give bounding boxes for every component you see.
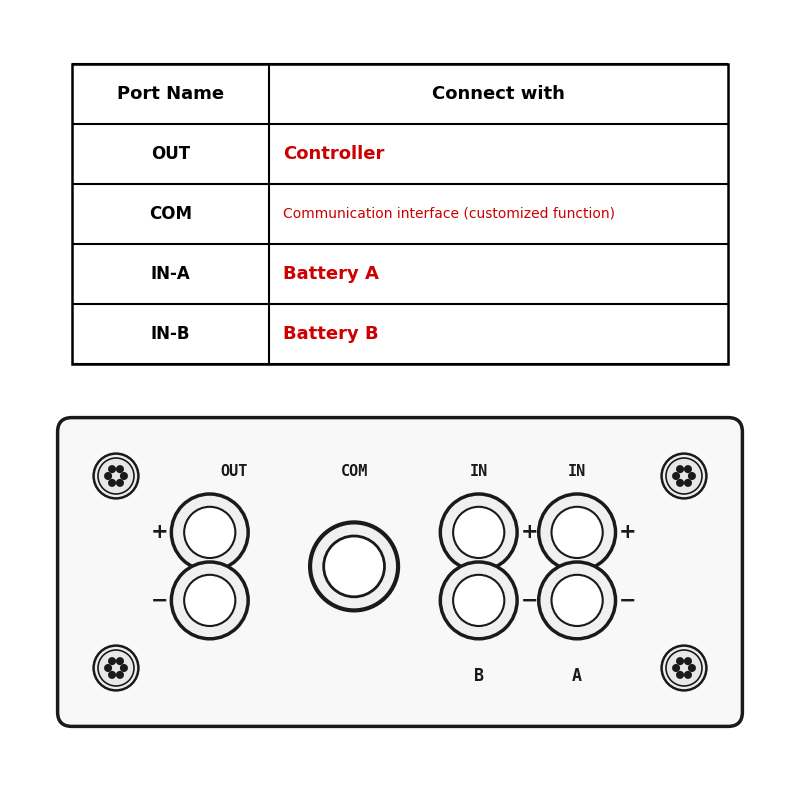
Circle shape — [684, 465, 692, 473]
Text: B: B — [474, 667, 484, 685]
Text: IN: IN — [470, 465, 488, 479]
Circle shape — [440, 562, 517, 639]
Circle shape — [684, 657, 692, 665]
Circle shape — [104, 664, 112, 672]
Text: Battery B: Battery B — [283, 325, 379, 343]
Circle shape — [116, 657, 124, 665]
Circle shape — [98, 650, 134, 686]
Circle shape — [453, 507, 504, 558]
Text: +: + — [618, 522, 636, 542]
Circle shape — [108, 657, 116, 665]
Circle shape — [184, 574, 235, 626]
Text: +: + — [150, 522, 168, 542]
Circle shape — [108, 479, 116, 487]
Text: IN-B: IN-B — [150, 325, 190, 343]
Circle shape — [98, 458, 134, 494]
Text: −: − — [150, 590, 168, 610]
Circle shape — [551, 574, 602, 626]
Circle shape — [662, 646, 706, 690]
Circle shape — [116, 465, 124, 473]
Circle shape — [676, 657, 684, 665]
Text: A: A — [572, 667, 582, 685]
Circle shape — [666, 458, 702, 494]
Circle shape — [672, 664, 680, 672]
Circle shape — [116, 479, 124, 487]
Circle shape — [666, 650, 702, 686]
Circle shape — [676, 671, 684, 679]
Circle shape — [440, 494, 517, 571]
Text: IN: IN — [568, 465, 586, 479]
Circle shape — [120, 472, 128, 480]
Circle shape — [116, 671, 124, 679]
Circle shape — [676, 479, 684, 487]
Circle shape — [672, 472, 680, 480]
Circle shape — [662, 454, 706, 498]
Circle shape — [108, 671, 116, 679]
Circle shape — [94, 646, 138, 690]
Circle shape — [551, 507, 602, 558]
Circle shape — [104, 472, 112, 480]
Text: IN-A: IN-A — [150, 265, 190, 283]
Text: Connect with: Connect with — [432, 85, 565, 103]
Text: −: − — [618, 590, 636, 610]
Text: Battery A: Battery A — [283, 265, 379, 283]
Circle shape — [676, 465, 684, 473]
Circle shape — [120, 664, 128, 672]
FancyBboxPatch shape — [58, 418, 742, 726]
Bar — [72, 64, 728, 364]
Circle shape — [171, 562, 248, 639]
Text: +: + — [520, 522, 538, 542]
Text: Port Name: Port Name — [117, 85, 224, 103]
Circle shape — [538, 494, 615, 571]
Text: COM: COM — [340, 465, 368, 479]
Circle shape — [184, 507, 235, 558]
Circle shape — [684, 671, 692, 679]
Text: Communication interface (customized function): Communication interface (customized func… — [283, 207, 615, 221]
Circle shape — [310, 522, 398, 610]
Text: OUT: OUT — [151, 145, 190, 163]
Circle shape — [538, 562, 615, 639]
Circle shape — [688, 664, 696, 672]
Text: COM: COM — [149, 205, 192, 223]
Circle shape — [171, 494, 248, 571]
Circle shape — [108, 465, 116, 473]
Circle shape — [684, 479, 692, 487]
Circle shape — [453, 574, 504, 626]
Text: Controller: Controller — [283, 145, 385, 163]
Circle shape — [324, 536, 385, 597]
Text: OUT: OUT — [220, 465, 247, 479]
Circle shape — [94, 454, 138, 498]
Circle shape — [688, 472, 696, 480]
Text: −: − — [520, 590, 538, 610]
